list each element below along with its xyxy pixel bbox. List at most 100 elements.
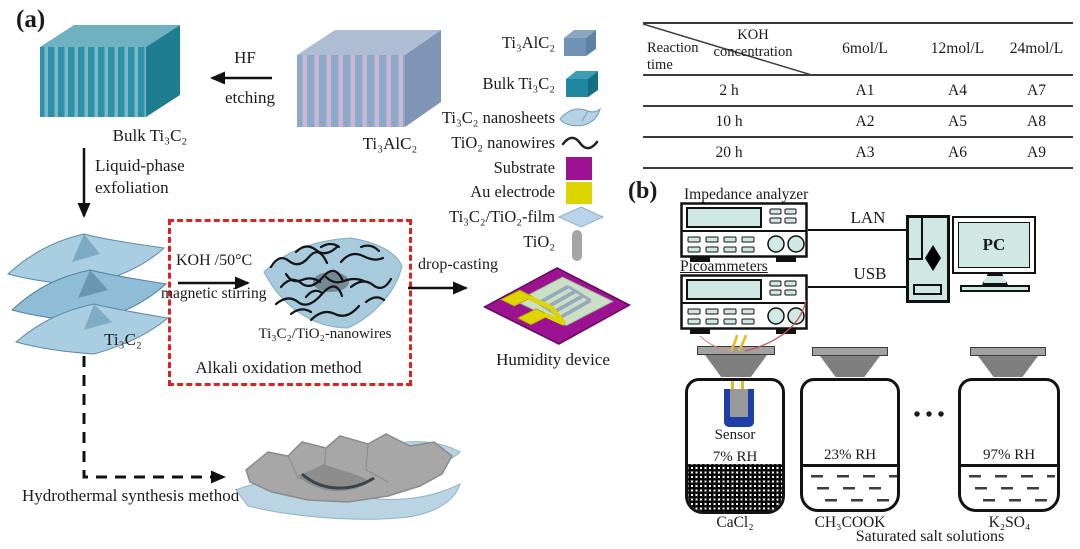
table-col-header: 24mol/L [1000,24,1073,76]
exfoliation-label-line2: exfoliation [95,178,169,197]
table-cell: A6 [915,138,1000,169]
k2so4-liquid [961,464,1057,509]
jar-k2so4: 97% RH [958,378,1060,512]
table-cell: A5 [915,107,1000,138]
picoammeters-graphic [680,274,808,334]
table-cell: A3 [815,138,915,169]
ti3c2-label: Ti₃C₂ [104,330,142,349]
alkali-method-label: Alkali oxidation method [195,358,362,377]
sensor-label: Sensor [714,427,756,443]
jar1-lid-plate [697,346,775,355]
humidity-device-label: Humidity device [496,350,610,369]
rh-label-1: 7% RH [712,449,758,465]
monitor-base [960,285,1030,292]
corner-reaction-line2: time [647,56,673,73]
jar-cacl2: Sensor 7% RH [685,378,785,514]
sensor-graphic [724,389,754,427]
rh-label-3: 97% RH [982,447,1036,463]
au-electrode-swatch-icon [566,182,592,204]
usb-label: USB [853,264,887,283]
picoammeters-label: Picoammeters [680,258,768,275]
koh-label: KOH /50°C [176,252,253,269]
sample-table: KOH concentration Reaction time 6mol/L 1… [643,22,1073,169]
legend-label-film: Ti₃C₂/TiO₂-film [449,207,555,226]
corner-reaction-line1: Reaction [647,40,699,56]
sensor-wire [731,381,734,393]
saturated-salt-caption: Saturated salt solutions [855,528,1005,545]
ch3cook-liquid [803,464,897,509]
salt-label-ch3cook: CH₃COOK [814,514,886,531]
panel-a-label: (a) [16,6,46,33]
rh-label-2: 23% RH [823,447,877,463]
table-corner-cell: KOH concentration Reaction time [643,24,815,76]
table-cell: A9 [1000,138,1073,169]
sensor-wire [741,381,744,393]
table-cell: A8 [1000,107,1073,138]
bulk-ti3c2-cube-icon [566,71,598,97]
nanosheet-icon [559,107,601,127]
table-row-time: 20 h [643,138,815,169]
monitor-stand [982,274,1008,285]
legend-label-nanowires: TiO₂ nanowires [451,133,555,152]
table-col-header: 12mol/L [915,24,1000,76]
nanowires-label: Ti₃C₂/TiO₂-nanowires [258,326,392,342]
impedance-analyzer-label: Impedance analyzer [684,186,809,203]
hf-label: HF [234,48,256,67]
ti3alc2-cube-icon [564,30,596,56]
lan-label: LAN [850,208,886,227]
table-cell: A4 [915,76,1000,107]
legend-label-bulk-ti3c2: Bulk Ti₃C₂ [482,74,555,93]
corner-koh-line2: concentration [713,43,793,60]
bulk-ti3c2-label: Bulk Ti₃C₂ [112,126,188,145]
tio2-rod-icon [572,230,582,261]
legend-label-nanosheets: Ti₃C₂ nanosheets [441,108,555,127]
nanowire-squiggle-icon [561,136,599,150]
alkali-oxidation-box [168,219,412,386]
table-cell: A1 [815,76,915,107]
humidity-device-graphic [482,267,632,345]
etching-label: etching [224,88,276,107]
pc-monitor: PC [952,216,1036,274]
panel-b-label: (b) [628,178,658,204]
legend-label-ti3alc2: Ti₃AlC₂ [501,33,555,52]
drop-casting-label: drop-casting [418,256,498,273]
hydrothermal-product-graphic [235,433,461,520]
jar2-funnel [820,356,880,377]
ti3alc2-label: Ti₃AlC₂ [362,134,418,153]
exfoliation-label-line1: Liquid-phase [95,156,185,175]
legend-label-au-electrode: Au electrode [470,182,555,201]
ti3c2-nanosheets-graphic [6,233,170,355]
ellipsis-dots: • • • [913,404,945,426]
table-cell: A7 [1000,76,1073,107]
legend-label-substrate: Substrate [493,158,555,177]
jar3-lid-plate [970,347,1046,356]
salt-label-k2so4: K₂SO₄ [988,514,1031,531]
magnetic-stirring-label: magnetic stirring [161,285,267,302]
ti3alc2-cube-graphic [297,30,441,127]
table-row-time: 2 h [643,76,815,107]
legend-label-tio2: TiO₂ [523,232,555,251]
pc-tower-graphic [906,215,950,303]
jar2-lid-plate [812,347,888,356]
table-col-header: 6mol/L [815,24,915,76]
substrate-swatch-icon [566,157,592,180]
corner-koh: KOH concentration [695,27,811,60]
table-cell: A2 [815,107,915,138]
jar3-funnel [978,356,1038,377]
sensor-chip [730,389,748,417]
cacl2-granules [688,464,782,511]
impedance-analyzer-graphic [680,202,808,262]
jar-ch3cook: 23% RH [800,378,900,512]
ti3c2-tio2-nanowires-graphic [263,237,403,329]
salt-label-cacl2: CaCl₂ [716,514,754,531]
jar1-funnel [705,355,767,377]
corner-diagonal-line [643,24,815,76]
film-diamond-icon [558,206,604,228]
corner-koh-line1: KOH [737,27,769,43]
bulk-ti3c2-cube-graphic [40,25,180,117]
corner-reaction: Reaction time [647,40,699,73]
pc-screen: PC [958,222,1030,268]
hydrothermal-label: Hydrothermal synthesis method [22,486,240,505]
table-row-time: 10 h [643,107,815,138]
